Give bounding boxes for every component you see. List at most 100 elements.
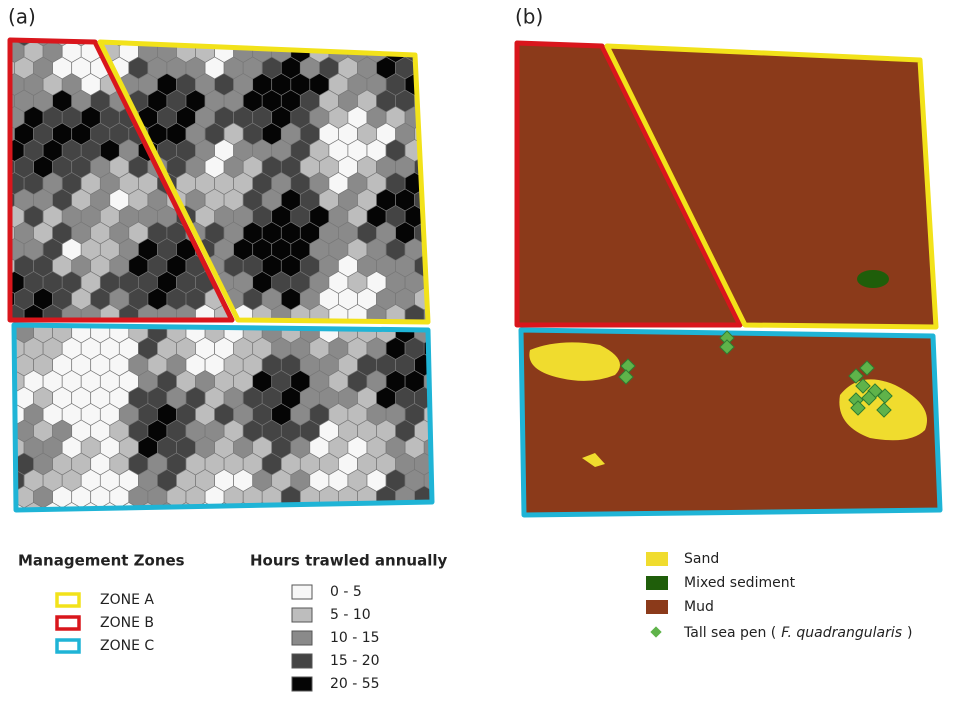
legend-swatch (646, 552, 668, 566)
hex (357, 40, 377, 47)
hex (462, 338, 481, 360)
zone-outline (514, 40, 743, 328)
hex (186, 519, 205, 541)
hex (443, 470, 462, 492)
legend-swatch (55, 638, 81, 654)
legend-label: 10 - 15 (330, 630, 380, 646)
hex (224, 519, 243, 541)
sea-pen (620, 358, 636, 374)
legend-text: F. quadrangularis (781, 625, 902, 641)
hex (10, 419, 15, 443)
hex (472, 90, 491, 112)
hex (395, 40, 415, 47)
zone-outline (11, 322, 435, 513)
hex (223, 40, 244, 47)
hex (453, 453, 472, 475)
legend-label: 0 - 5 (330, 584, 362, 600)
hex (472, 420, 491, 442)
hex (472, 156, 491, 178)
legend-sea-pen (650, 626, 662, 638)
sea-pen (850, 400, 866, 416)
legend-swatch (291, 584, 313, 600)
hex (481, 74, 500, 96)
hex (443, 305, 462, 327)
legend: Management Zones ZONE A ZONE B ZONE C Hours … (18, 551, 912, 692)
hex (453, 156, 472, 178)
hex (434, 156, 453, 178)
hex (434, 57, 453, 79)
hex (434, 255, 453, 277)
legend-label: Sand (684, 551, 719, 567)
hex (434, 90, 453, 112)
hex (462, 536, 481, 558)
hex (434, 453, 453, 475)
sea-pen (848, 368, 864, 384)
sea-pen (855, 378, 871, 394)
hex (10, 452, 15, 476)
legend-label: Mud (684, 599, 714, 615)
legend-label: ZONE B (100, 615, 154, 631)
hex (453, 486, 472, 508)
hex (453, 189, 472, 211)
hex (453, 24, 472, 46)
hex (443, 503, 462, 525)
hex (462, 239, 481, 261)
sea-pen (861, 390, 877, 406)
hex (434, 123, 453, 145)
hex (453, 552, 472, 574)
panel-label: (b) (515, 5, 543, 29)
hex (462, 173, 481, 195)
hex (262, 519, 281, 541)
sea-pen (719, 330, 735, 346)
hex (414, 40, 432, 47)
hex (0, 519, 15, 541)
hex (462, 305, 481, 327)
hex (366, 502, 387, 510)
hex (472, 321, 491, 343)
hex (215, 536, 234, 558)
hex (443, 107, 462, 129)
hex (462, 437, 481, 459)
hex (91, 519, 110, 541)
hex (205, 552, 224, 574)
hex (443, 74, 462, 96)
hex (423, 106, 432, 129)
legend-text: ) (907, 625, 912, 641)
legend-swatch (291, 653, 313, 669)
legend-swatch (55, 592, 81, 608)
hex (443, 41, 462, 63)
legend-swatch (55, 615, 81, 631)
zone-outline (518, 327, 943, 518)
hex (472, 24, 491, 46)
hex (462, 503, 481, 525)
hex (462, 272, 481, 294)
sea-pen (876, 402, 892, 418)
panel-label: (a) (8, 5, 36, 29)
hex (453, 222, 472, 244)
hex (358, 519, 377, 541)
hex (243, 519, 262, 541)
legend-swatch (646, 600, 668, 614)
hex (434, 24, 453, 46)
hex (319, 519, 338, 541)
hex (434, 189, 453, 211)
hex (196, 536, 215, 558)
hex (434, 420, 453, 442)
hex (53, 519, 72, 541)
hex (443, 239, 462, 261)
hex (72, 519, 91, 541)
legend-swatch (291, 630, 313, 646)
hex (434, 222, 453, 244)
hex (10, 485, 15, 509)
hex (0, 552, 15, 574)
hex (481, 437, 500, 459)
hex (453, 288, 472, 310)
hex (404, 502, 425, 510)
legend-label: ZONE A (100, 592, 154, 608)
legend-label: 15 - 20 (330, 653, 380, 669)
hex (481, 338, 500, 360)
hex (453, 420, 472, 442)
hex (472, 486, 491, 508)
hex (472, 123, 491, 145)
legend-swatch (291, 676, 313, 692)
